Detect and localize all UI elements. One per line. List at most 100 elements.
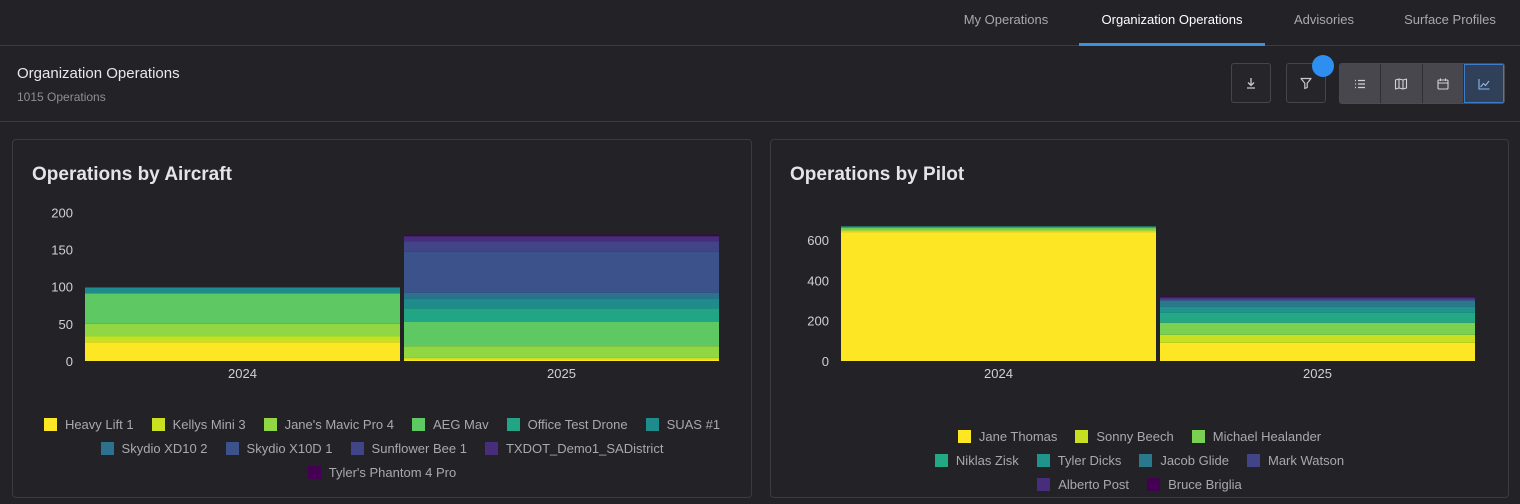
bar-segment[interactable] bbox=[1160, 300, 1475, 307]
download-button[interactable] bbox=[1231, 63, 1271, 103]
legend-item[interactable]: SUAS #1 bbox=[645, 416, 721, 432]
tab-surface-profiles[interactable]: Surface Profiles bbox=[1404, 12, 1496, 27]
y-tick-label: 150 bbox=[51, 243, 73, 258]
legend-label: Heavy Lift 1 bbox=[64, 416, 134, 432]
legend-swatch bbox=[263, 417, 277, 431]
tab-my-operations[interactable]: My Operations bbox=[963, 12, 1049, 27]
calendar-view-button[interactable] bbox=[1422, 64, 1464, 103]
legend-item[interactable]: Jane's Mavic Pro 4 bbox=[263, 416, 394, 432]
bar-segment[interactable] bbox=[85, 342, 400, 361]
pilot-chart-card: Operations by Pilot 0 200 400 600 2024 2025 J… bbox=[770, 139, 1509, 498]
legend-swatch bbox=[506, 417, 520, 431]
tab-organization-operations[interactable]: Organization Operations bbox=[1079, 0, 1265, 46]
bar-segment[interactable] bbox=[85, 287, 400, 294]
legend-label: Alberto Post bbox=[1058, 476, 1130, 492]
page-title: Organization Operations bbox=[17, 65, 180, 82]
legend-item[interactable]: Alberto Post bbox=[1037, 476, 1129, 492]
list-view-button[interactable] bbox=[1340, 64, 1382, 103]
y-tick-label: 400 bbox=[807, 273, 829, 288]
view-mode-switcher bbox=[1339, 63, 1505, 104]
legend-swatch bbox=[100, 441, 114, 455]
legend-label: Tyler Dicks bbox=[1057, 452, 1122, 468]
legend-label: Jane's Mavic Pro 4 bbox=[284, 416, 394, 432]
legend-item[interactable]: Sunflower Bee 1 bbox=[350, 440, 467, 456]
legend-item[interactable]: Skydio XD10 2 bbox=[100, 440, 208, 456]
legend-swatch bbox=[484, 441, 498, 455]
bar-segment[interactable] bbox=[404, 292, 719, 299]
bar-segment[interactable] bbox=[404, 357, 719, 360]
legend-item[interactable]: Jane Thomas bbox=[957, 428, 1058, 444]
legend-label: Michael Healander bbox=[1212, 428, 1322, 444]
bar-segment[interactable] bbox=[1160, 296, 1475, 298]
legend-item[interactable]: Heavy Lift 1 bbox=[43, 416, 134, 432]
bar-segment[interactable] bbox=[841, 228, 1156, 231]
legend-swatch bbox=[1037, 477, 1051, 491]
bar-segment[interactable] bbox=[1160, 306, 1475, 313]
y-tick-label: 600 bbox=[807, 233, 829, 248]
bar-segment[interactable] bbox=[404, 321, 719, 347]
bar-segment[interactable] bbox=[404, 236, 719, 242]
legend-label: Tyler's Phantom 4 Pro bbox=[328, 464, 457, 480]
legend-item[interactable]: AEG Mav bbox=[411, 416, 489, 432]
x-tick-label: 2025 bbox=[547, 366, 576, 381]
bar-segment[interactable] bbox=[1160, 297, 1475, 299]
bar-segment[interactable] bbox=[85, 323, 400, 337]
bar-segment[interactable] bbox=[1160, 322, 1475, 335]
legend-item[interactable]: Jacob Glide bbox=[1139, 452, 1229, 468]
tab-advisories[interactable]: Advisories bbox=[1294, 12, 1354, 27]
legend-label: Bruce Briglia bbox=[1168, 476, 1242, 492]
legend-item[interactable]: Office Test Drone bbox=[506, 416, 628, 432]
bar-segment[interactable] bbox=[404, 298, 719, 309]
legend-swatch bbox=[411, 417, 425, 431]
bar-segment[interactable] bbox=[404, 251, 719, 293]
bar-segment[interactable] bbox=[404, 308, 719, 322]
bar-segment[interactable] bbox=[841, 232, 1156, 361]
legend-swatch bbox=[1191, 429, 1205, 443]
bar-segment[interactable] bbox=[841, 226, 1156, 229]
x-tick-label: 2025 bbox=[1303, 366, 1332, 381]
aircraft-chart-card: Operations by Aircraft 0 50 100 150 200 2024 2… bbox=[12, 139, 752, 498]
legend-label: Jacob Glide bbox=[1160, 452, 1229, 468]
filter-active-badge bbox=[1312, 55, 1334, 77]
legend-item[interactable]: TXDOT_Demo1_SADistrict bbox=[484, 440, 663, 456]
legend-swatch bbox=[307, 465, 321, 479]
y-tick-label: 200 bbox=[51, 205, 73, 220]
y-tick-label: 100 bbox=[51, 280, 73, 295]
legend-swatch bbox=[957, 429, 971, 443]
bar-segment[interactable] bbox=[85, 293, 400, 324]
legend-swatch bbox=[225, 441, 239, 455]
legend-item[interactable]: Kellys Mini 3 bbox=[151, 416, 246, 432]
bar-segment[interactable] bbox=[404, 359, 719, 361]
aircraft-chart-legend: Heavy Lift 1 Kellys Mini 3 Jane's Mavic Pr… bbox=[13, 416, 751, 480]
legend-swatch bbox=[1246, 453, 1260, 467]
chart-view-button[interactable] bbox=[1463, 64, 1504, 103]
bar-segment[interactable] bbox=[404, 346, 719, 358]
chart-icon bbox=[1478, 78, 1490, 90]
legend-label: Jane Thomas bbox=[978, 428, 1058, 444]
legend-item[interactable]: Skydio X10D 1 bbox=[225, 440, 333, 456]
legend-item[interactable]: Tyler Dicks bbox=[1036, 452, 1122, 468]
y-tick-label: 50 bbox=[59, 317, 73, 332]
bar-segment[interactable] bbox=[404, 241, 719, 252]
legend-item[interactable]: Sonny Beech bbox=[1075, 428, 1174, 444]
bar-segment[interactable] bbox=[841, 230, 1156, 233]
bar-segment[interactable] bbox=[1160, 334, 1475, 343]
calendar-icon bbox=[1437, 78, 1449, 90]
map-view-button[interactable] bbox=[1381, 64, 1423, 103]
legend-item[interactable]: Niklas Zisk bbox=[934, 452, 1019, 468]
x-tick-label: 2024 bbox=[984, 366, 1013, 381]
chart-title: Operations by Aircraft bbox=[32, 164, 232, 185]
bar-segment[interactable] bbox=[1160, 298, 1475, 301]
bar-segment[interactable] bbox=[1160, 342, 1475, 361]
bar-segment[interactable] bbox=[1160, 312, 1475, 323]
bar-segment[interactable] bbox=[85, 336, 400, 343]
legend-label: Sunflower Bee 1 bbox=[371, 440, 467, 456]
legend-item[interactable]: Mark Watson bbox=[1246, 452, 1344, 468]
legend-label: SUAS #1 bbox=[666, 416, 721, 432]
top-navigation: My Operations Organization Operations Ad… bbox=[0, 0, 1520, 46]
legend-item[interactable]: Michael Healander bbox=[1191, 428, 1322, 444]
bar-segment[interactable] bbox=[404, 234, 719, 237]
legend-item[interactable]: Tyler's Phantom 4 Pro bbox=[307, 464, 457, 480]
legend-item[interactable]: Bruce Briglia bbox=[1147, 476, 1242, 492]
chart-title: Operations by Pilot bbox=[790, 164, 965, 185]
